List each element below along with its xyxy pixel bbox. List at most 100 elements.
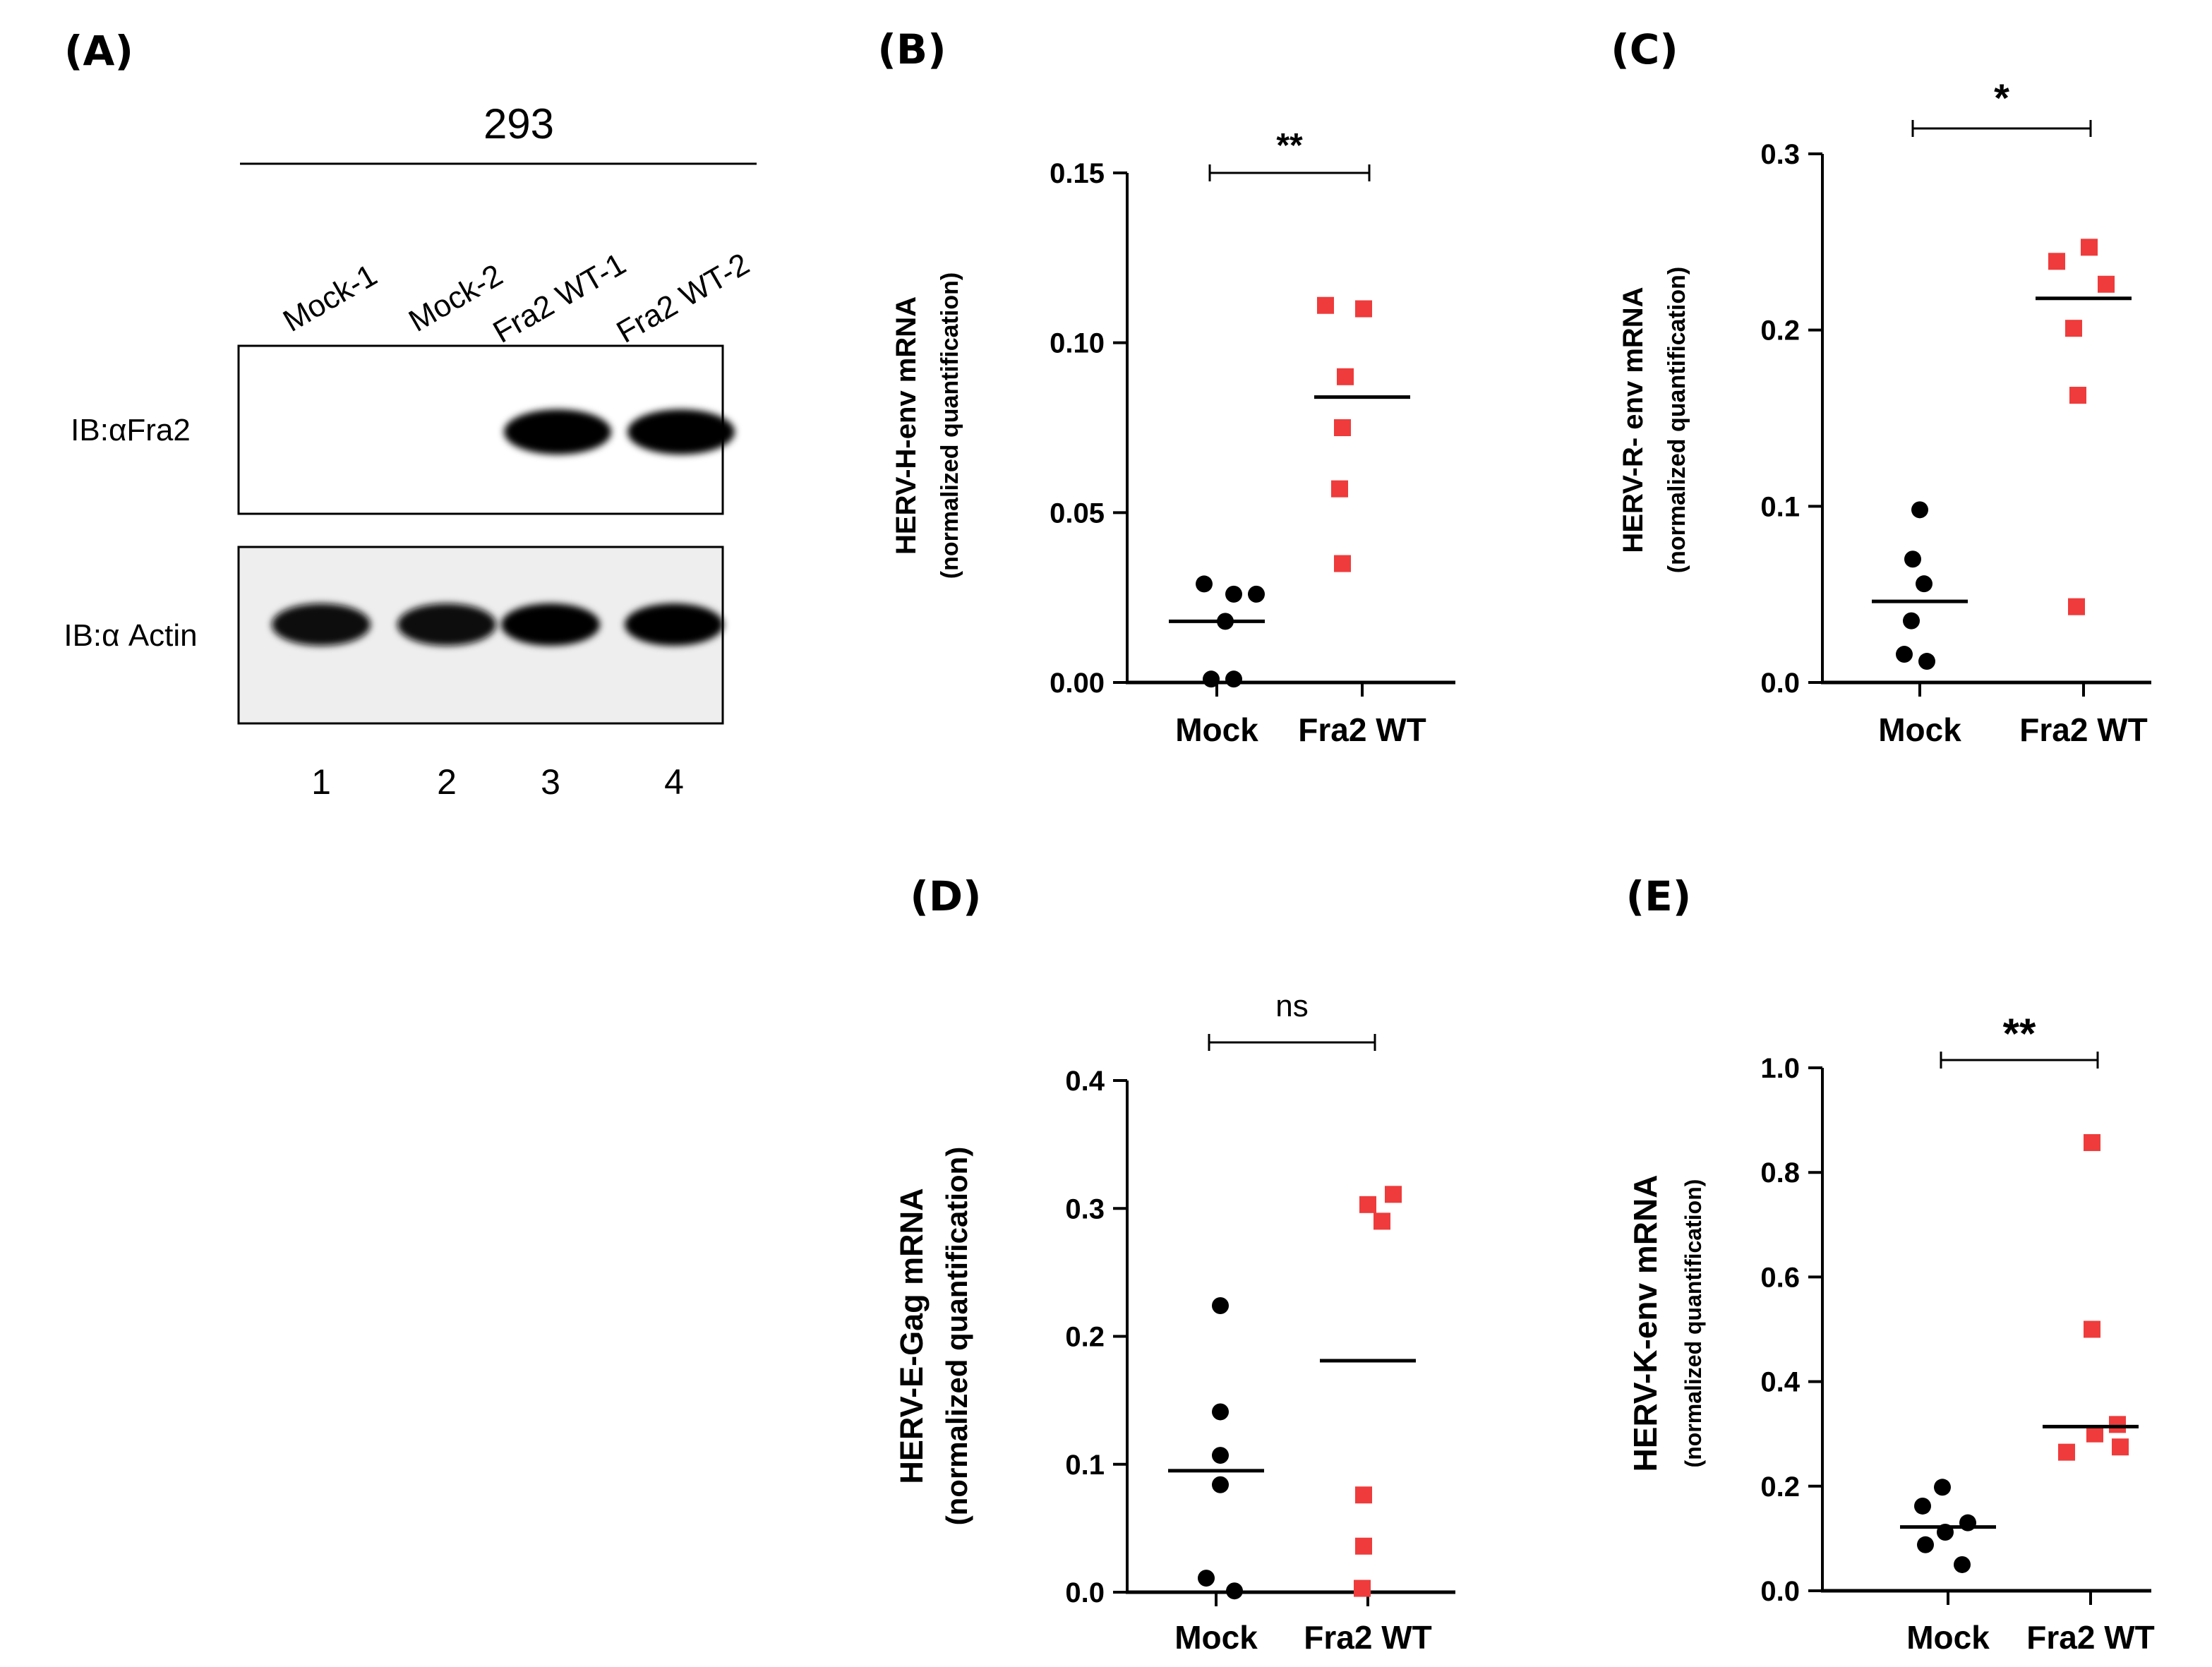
data-point-fra2 (1355, 1486, 1372, 1504)
y-axis-label: HERV-E-Gag mRNA (894, 1188, 930, 1484)
y-axis-label-sub: (normalized quantification) (937, 272, 963, 579)
panel-e: (E) 0.0 0.2 0.4 0.6 0.8 1.0 Mock Fra2 WT HERV-K-e… (1626, 872, 2155, 1656)
data-point-mock (1196, 575, 1213, 593)
blot-band (627, 409, 735, 455)
panel-b: (B) 0.00 0.05 0.10 0.15 Mock Fra2 WT HERV-H-env… (877, 25, 1455, 748)
y-axis-label-sub: (normalized quantification) (940, 1147, 973, 1526)
sig-label: ns (1275, 989, 1308, 1023)
cell-line-label: 293 (483, 100, 554, 148)
data-point-fra2 (2068, 598, 2085, 615)
y-tick-label: 0.05 (1050, 498, 1105, 529)
lane-number: 1 (311, 762, 331, 802)
data-point-mock (1916, 575, 1933, 593)
sig-label: ** (1276, 127, 1303, 164)
data-point-fra2 (2084, 1133, 2100, 1151)
data-point-mock (1918, 653, 1935, 670)
data-point-mock (1226, 1582, 1243, 1600)
y-tick-label: 0.1 (1760, 491, 1800, 522)
y-tick-label: 0.2 (1760, 315, 1800, 347)
data-point-mock (1225, 670, 1242, 688)
panel-c: (C) 0.0 0.1 0.2 0.3 Mock Fra2 WT HERV-R- env mR… (1611, 25, 2151, 748)
blot-band (501, 603, 600, 646)
y-tick-label: 1.0 (1760, 1053, 1800, 1084)
lane-number: 4 (664, 762, 684, 802)
y-tick-label: 0.0 (1760, 1576, 1800, 1607)
blot-row: IB:αFra2 (71, 344, 735, 515)
data-point-mock (1212, 1403, 1229, 1421)
data-point-fra2 (1354, 1579, 1371, 1597)
data-point-mock (1248, 585, 1265, 603)
panel-label: (B) (877, 25, 946, 73)
blot-band (397, 603, 496, 646)
data-point-mock (1914, 1497, 1931, 1515)
data-point-mock (1896, 646, 1913, 663)
y-tick-label: 0.8 (1760, 1157, 1800, 1188)
data-point-fra2 (1359, 1196, 1376, 1213)
x-tick-label: Fra2 WT (2026, 1619, 2154, 1656)
lane-number: 2 (437, 762, 457, 802)
data-point-mock (1904, 550, 1921, 568)
data-point-mock (1911, 501, 1928, 519)
data-point-fra2 (2058, 1443, 2075, 1461)
data-point-fra2 (1337, 368, 1354, 385)
data-point-mock (1917, 1536, 1934, 1553)
x-tick-label: Fra2 WT (1304, 1619, 1431, 1656)
data-point-fra2 (1334, 419, 1351, 436)
data-point-fra2 (2048, 253, 2065, 270)
panel-label: (A) (64, 27, 133, 75)
sig-label: ** (2003, 1010, 2036, 1057)
y-tick-label: 0.6 (1760, 1262, 1800, 1293)
y-tick-label: 0.0 (1760, 668, 1800, 699)
y-axis-label-sub: (normalized quantification) (1681, 1179, 1706, 1468)
data-point-mock (1212, 1476, 1229, 1493)
x-tick-label: Mock (1878, 711, 1961, 748)
data-point-fra2 (2065, 320, 2082, 337)
y-tick-label: 0.15 (1050, 158, 1105, 189)
y-tick-label: 0.4 (1065, 1066, 1105, 1097)
data-point-fra2 (2112, 1438, 2129, 1456)
x-tick-label: Mock (1175, 711, 1258, 748)
y-tick-label: 0.3 (1760, 139, 1800, 170)
y-tick-label: 0.00 (1050, 668, 1105, 699)
data-point-fra2 (2084, 1320, 2100, 1338)
data-point-fra2 (1331, 480, 1348, 498)
panel-label: (D) (910, 872, 981, 920)
y-axis-label: HERV-R- env mRNA (1618, 287, 1649, 553)
blot-row-label: IB:α Actin (64, 618, 197, 653)
x-tick-label: Fra2 WT (2019, 711, 2147, 748)
blot-row: IB:α Actin (64, 546, 724, 725)
data-point-fra2 (1374, 1212, 1390, 1230)
y-tick-label: 0.1 (1065, 1450, 1105, 1481)
y-axis-label-sub: (normalized quantification) (1664, 267, 1690, 573)
y-tick-label: 0.2 (1760, 1472, 1800, 1503)
y-tick-label: 0.0 (1065, 1577, 1105, 1608)
data-point-fra2 (1317, 296, 1334, 314)
data-point-fra2 (1385, 1186, 1402, 1203)
data-point-fra2 (2109, 1416, 2126, 1433)
y-axis-label: HERV-H-env mRNA (891, 296, 922, 555)
lane-number: 3 (541, 762, 560, 802)
data-point-mock (1954, 1555, 1971, 1573)
blot-band (272, 603, 371, 646)
x-tick-label: Fra2 WT (1298, 711, 1426, 748)
data-point-mock (1212, 1297, 1229, 1314)
y-axis-label: HERV-K-env mRNA (1627, 1175, 1664, 1472)
sig-label: * (1994, 76, 2009, 120)
blot-band (504, 409, 611, 455)
x-tick-label: Mock (1906, 1619, 1990, 1656)
y-tick-label: 0.3 (1065, 1193, 1105, 1224)
data-point-fra2 (2098, 275, 2115, 293)
data-point-fra2 (1334, 555, 1351, 572)
y-tick-label: 0.2 (1065, 1322, 1105, 1353)
data-point-fra2 (2081, 239, 2098, 256)
data-point-fra2 (1355, 300, 1372, 318)
y-tick-label: 0.10 (1050, 328, 1105, 359)
panel-label: (C) (1611, 25, 1678, 73)
panel-d: (D) 0.0 0.1 0.2 0.3 0.4 Mock Fra2 WT HERV-E-Gag … (894, 872, 1455, 1656)
data-point-mock (1198, 1570, 1215, 1587)
x-tick-label: Mock (1174, 1619, 1258, 1656)
data-point-mock (1225, 585, 1242, 603)
data-point-mock (1903, 612, 1920, 630)
data-point-mock (1212, 1447, 1229, 1464)
